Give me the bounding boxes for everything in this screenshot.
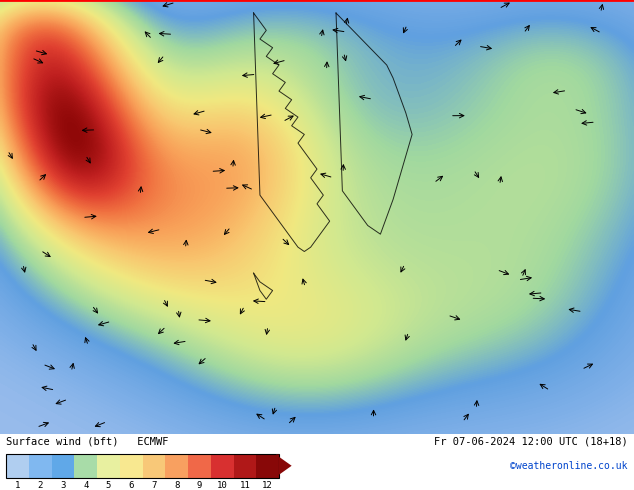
Bar: [97, 454, 120, 478]
Text: 2: 2: [38, 481, 43, 490]
Bar: [52, 454, 74, 478]
Bar: [75, 454, 97, 478]
Text: 10: 10: [217, 481, 228, 490]
Text: ©weatheronline.co.uk: ©weatheronline.co.uk: [510, 461, 628, 471]
Text: 5: 5: [106, 481, 111, 490]
Text: 4: 4: [83, 481, 89, 490]
Bar: [143, 454, 165, 478]
Bar: [256, 454, 279, 478]
Bar: [165, 454, 188, 478]
Text: Surface wind (bft)   ECMWF: Surface wind (bft) ECMWF: [6, 437, 169, 446]
Text: 8: 8: [174, 481, 179, 490]
FancyArrow shape: [276, 455, 292, 477]
Text: 3: 3: [60, 481, 66, 490]
Text: Fr 07-06-2024 12:00 UTC (18+18): Fr 07-06-2024 12:00 UTC (18+18): [434, 437, 628, 446]
Bar: [120, 454, 143, 478]
Text: 6: 6: [129, 481, 134, 490]
Text: 7: 7: [152, 481, 157, 490]
Text: 11: 11: [240, 481, 250, 490]
Bar: [6, 454, 279, 478]
Bar: [29, 454, 52, 478]
Text: 1: 1: [15, 481, 20, 490]
Bar: [233, 454, 256, 478]
Text: 12: 12: [262, 481, 273, 490]
Bar: [6, 454, 29, 478]
Bar: [210, 454, 233, 478]
Text: 9: 9: [197, 481, 202, 490]
Bar: [188, 454, 210, 478]
